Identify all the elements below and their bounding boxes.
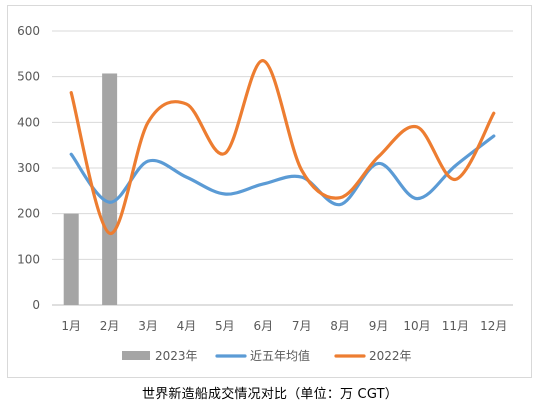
gridlines xyxy=(52,30,513,306)
legend: 2023年 近五年均值 2022年 xyxy=(122,348,412,363)
legend-label: 2022年 xyxy=(369,349,412,363)
bar-2023-1 xyxy=(63,213,79,305)
x-tick-label: 10月 xyxy=(403,319,430,333)
legend-swatch-bar xyxy=(122,351,150,360)
x-axis-ticks: 1月 2月 3月 4月 5月 6月 7月 8月 9月 10月 11月 12月 xyxy=(61,319,507,333)
y-tick-label: 300 xyxy=(17,161,40,175)
x-tick-label: 6月 xyxy=(253,319,273,333)
x-tick-label: 11月 xyxy=(442,319,469,333)
x-tick-label: 1月 xyxy=(61,319,81,333)
y-axis-ticks: 0 100 200 300 400 500 600 xyxy=(17,24,40,312)
line-layer xyxy=(69,59,496,235)
y-tick-label: 400 xyxy=(17,115,40,129)
legend-label: 近五年均值 xyxy=(250,348,310,363)
y-tick-label: 500 xyxy=(17,70,40,84)
bar-layer xyxy=(63,73,118,305)
line-series-2022年 xyxy=(69,59,496,235)
x-tick-label: 7月 xyxy=(292,319,312,333)
bar-2023-2 xyxy=(102,73,118,305)
x-tick-label: 3月 xyxy=(138,319,158,333)
x-tick-label: 2月 xyxy=(100,319,120,333)
legend-label: 2023年 xyxy=(155,349,198,363)
x-tick-label: 9月 xyxy=(369,319,389,333)
x-tick-label: 12月 xyxy=(480,319,507,333)
x-tick-label: 4月 xyxy=(177,319,197,333)
y-tick-label: 0 xyxy=(32,298,40,312)
x-tick-label: 8月 xyxy=(330,319,350,333)
chart-svg: 0 100 200 300 400 500 600 1月 2月 3月 4月 5月 6月 7月 8月 9月 10… xyxy=(17,24,513,363)
y-tick-label: 100 xyxy=(17,252,40,266)
y-tick-label: 200 xyxy=(17,207,40,221)
x-tick-label: 5月 xyxy=(215,319,235,333)
y-tick-label: 600 xyxy=(17,24,40,38)
line-series-近五年均值 xyxy=(69,134,496,207)
chart-caption: 世界新造船成交情况对比（单位：万 CGT） xyxy=(142,387,398,402)
